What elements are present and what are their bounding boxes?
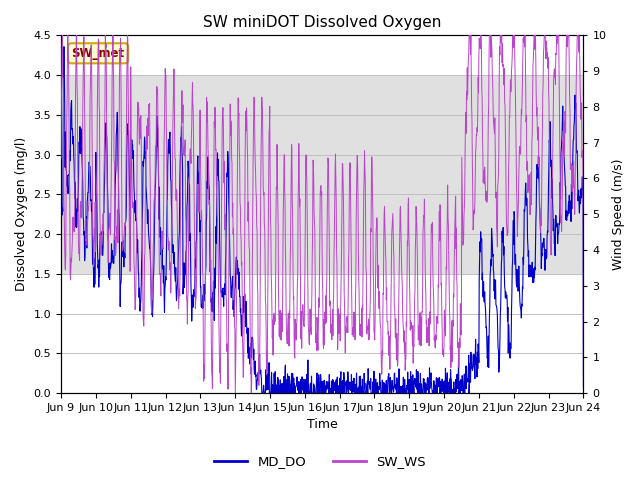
X-axis label: Time: Time [307, 419, 337, 432]
Y-axis label: Dissolved Oxygen (mg/l): Dissolved Oxygen (mg/l) [15, 137, 28, 291]
Y-axis label: Wind Speed (m/s): Wind Speed (m/s) [612, 158, 625, 270]
Text: SW_met: SW_met [72, 47, 125, 60]
Title: SW miniDOT Dissolved Oxygen: SW miniDOT Dissolved Oxygen [203, 15, 442, 30]
Legend: MD_DO, SW_WS: MD_DO, SW_WS [209, 450, 431, 473]
Bar [61, 75, 584, 274]
